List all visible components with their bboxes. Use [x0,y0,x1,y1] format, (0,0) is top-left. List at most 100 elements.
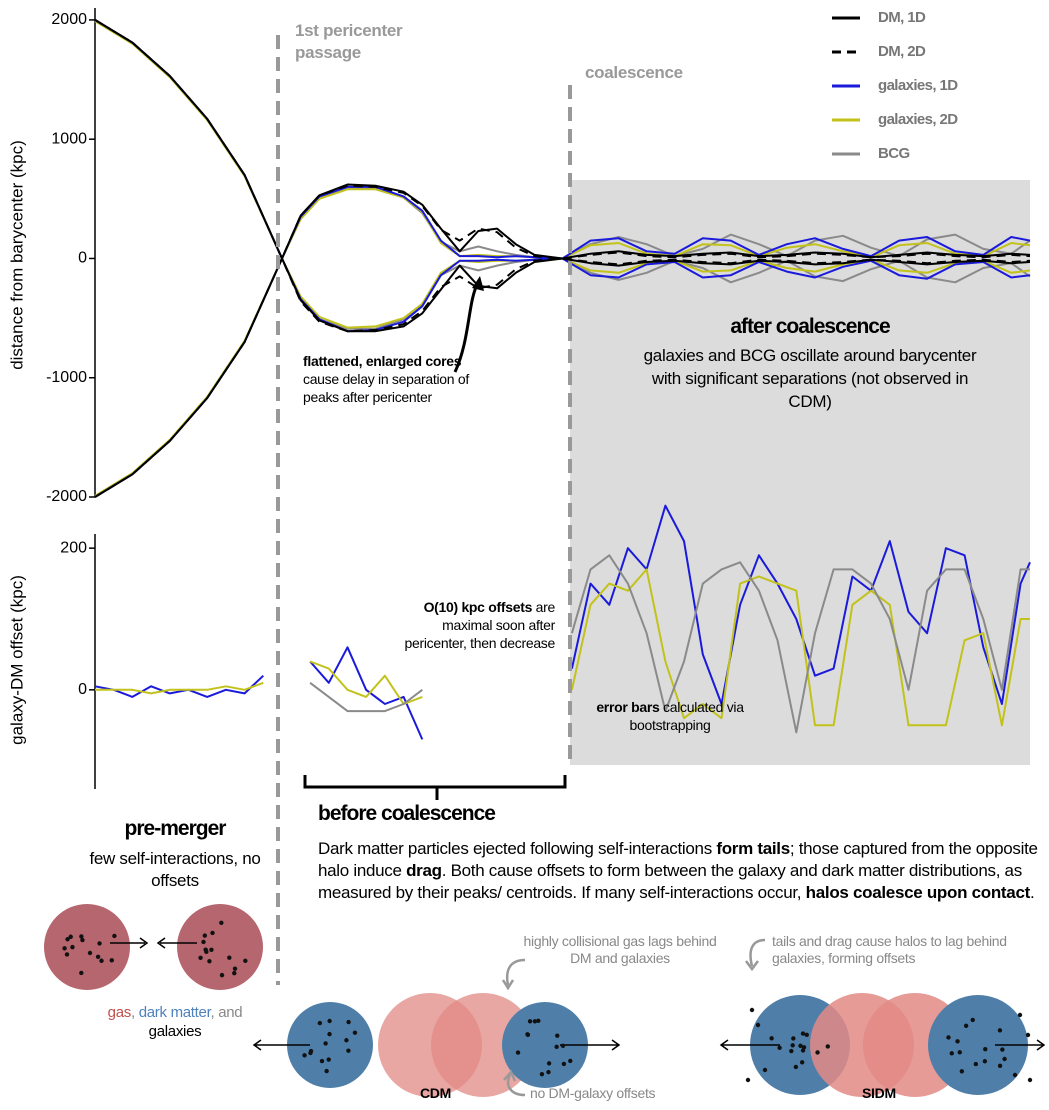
particle [756,1023,760,1027]
annotation: O(10) kpc offsets are maximal soon after… [395,598,555,652]
particle [562,1062,566,1066]
particle [568,1059,572,1063]
annotation-text: galaxies [149,1023,202,1040]
annotation-text: drag [406,861,442,880]
y-tick-label: 0 [78,681,87,698]
particle [96,955,100,959]
particle [805,1033,809,1037]
legend-label: DM, 1D [878,9,926,26]
particle [323,1041,327,1045]
particle [964,1024,968,1028]
particle [798,1044,802,1048]
note-arrow [746,940,765,969]
particle [998,1064,1002,1068]
annotation-text: . [1030,883,1034,902]
annotation-text: flattened, enlarged cores [303,353,461,369]
particle [324,1069,328,1073]
particle [327,1019,331,1023]
particle [763,1068,767,1072]
annotation-text: , and [210,1004,242,1021]
particle [201,940,205,944]
particle [983,1047,987,1051]
particle [99,959,103,963]
particle [974,1062,978,1066]
particle [203,933,207,937]
particle [525,1032,529,1036]
y-tick-label: 1000 [51,130,87,147]
particle [750,1008,754,1012]
annotation: pre-merger [60,818,290,840]
particle [546,1070,550,1074]
particle [983,1059,987,1063]
particle [971,1018,975,1022]
annotation-text: 1st pericenter passage [295,21,402,62]
particle [789,1049,793,1053]
particle [1028,1078,1032,1082]
particle [794,1065,798,1069]
y-axis-label: distance from barycenter (kpc) [7,140,26,370]
particle [233,966,237,970]
legend-label: DM, 2D [878,43,926,60]
particle [219,921,223,925]
annotation: 1st pericenter passage [295,20,435,64]
particle [318,1021,322,1025]
particle [746,1078,750,1082]
annotation-text: form tails [716,839,790,858]
particle [815,1050,819,1054]
particle [210,931,214,935]
particle [536,1019,540,1023]
particle [800,1060,804,1064]
particle [769,1036,773,1040]
particle [958,1050,962,1054]
particle [777,1046,781,1050]
annotation-text: few self-interactions, no offsets [89,849,260,890]
particle [327,1057,331,1061]
annotation-text: after coalescence [730,315,889,338]
particle [344,1038,348,1042]
particle [946,1035,950,1039]
annotation-text: coalescence [585,63,683,82]
annotation: error bars calculated via bootstrapping [570,698,770,734]
particle [540,1072,544,1076]
particle [1026,1033,1030,1037]
particle [1013,1073,1017,1077]
legend-label: galaxies, 1D [878,77,958,94]
particle [65,937,69,941]
y-tick-label: 2000 [51,11,87,28]
annotation: no DM-galaxy offsets [530,1085,655,1102]
halo [44,904,130,990]
particle [327,1032,331,1036]
annotation: flattened, enlarged cores cause delay in… [303,352,473,406]
particle [302,1053,306,1057]
particle [554,1045,558,1049]
particle [207,959,211,963]
particle [528,1019,532,1023]
particle [791,1036,795,1040]
particle [801,1031,805,1035]
annotation: after coalescence [620,316,1000,338]
annotation: tails and drag cause halos to lag behind… [772,933,1042,967]
particle [79,971,83,975]
annotation: gas, dark matter, and galaxies [85,1003,265,1041]
annotation-text: CDM [420,1085,451,1101]
annotation-text: cause delay in separation of peaks after… [303,371,469,405]
particle [79,934,83,938]
particle [209,948,213,952]
annotation: CDM [420,1082,451,1104]
annotation-text: no DM-galaxy offsets [530,1085,655,1101]
y-tick-label: -1000 [46,369,87,386]
particle [561,1044,565,1048]
particle [97,941,101,945]
particle [998,1028,1002,1032]
annotation-text: dark matter [139,1004,211,1021]
particle [320,1059,324,1063]
bracket [305,775,565,800]
annotation: galaxies and BCG oscillate around baryce… [640,344,980,413]
annotation-text: SIDM [862,1085,896,1101]
y-axis-label: galaxy-DM offset (kpc) [7,575,26,745]
particle [960,1069,964,1073]
particle [955,1039,959,1043]
annotation-text: before coalescence [318,802,495,825]
particle [203,947,207,951]
particle [62,946,66,950]
